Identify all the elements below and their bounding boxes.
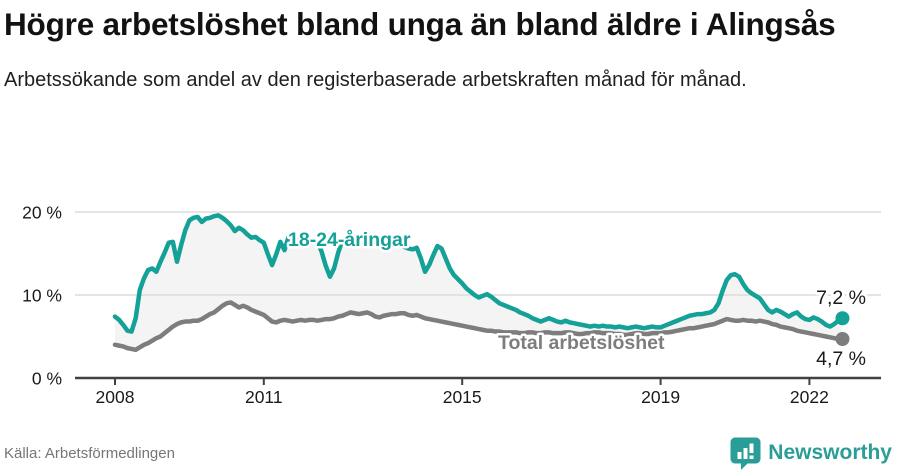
x-tick-label: 2019 bbox=[641, 387, 680, 407]
total-series-label: Total arbetslöshet bbox=[498, 332, 665, 354]
newsworthy-logo: Newsworthy bbox=[730, 437, 892, 470]
y-tick-label: 20 % bbox=[22, 203, 62, 223]
x-tick-label: 2011 bbox=[245, 387, 283, 407]
page-title: Högre arbetslöshet bland unga än bland ä… bbox=[4, 6, 836, 42]
youth-series-label: 18-24-åringar bbox=[288, 228, 411, 251]
series-band-fill bbox=[115, 215, 843, 350]
source-text: Källa: Arbetsförmedlingen bbox=[4, 444, 175, 462]
y-tick-label: 0 % bbox=[32, 369, 62, 389]
footer: Källa: Arbetsförmedlingen Newsworthy bbox=[4, 434, 892, 472]
newsworthy-bubble-chart-icon bbox=[730, 437, 761, 470]
youth-end-value-label: 7,2 % bbox=[816, 287, 866, 309]
total-end-dot bbox=[835, 331, 850, 346]
chart-area: 0 % 10 % 20 % 2008 2011 2015 2019 2022 18-24-åri… bbox=[0, 184, 900, 420]
total-series-line bbox=[112, 300, 845, 353]
newsworthy-wordmark: Newsworthy bbox=[768, 441, 892, 464]
unemployment-line-chart: 0 % 10 % 20 % 2008 2011 2015 2019 2022 18-24-åri… bbox=[22, 203, 881, 407]
youth-end-dot bbox=[835, 311, 850, 326]
x-tick-label: 2015 bbox=[443, 387, 482, 407]
y-tick-label: 10 % bbox=[22, 286, 62, 306]
youth-series-line bbox=[112, 213, 845, 334]
total-end-value-label: 4,7 % bbox=[816, 348, 866, 370]
chart-subtitle: Arbetssökande som andel av den registerb… bbox=[4, 69, 747, 91]
x-tick-label: 2008 bbox=[96, 387, 135, 407]
x-tick-label: 2022 bbox=[790, 387, 829, 407]
